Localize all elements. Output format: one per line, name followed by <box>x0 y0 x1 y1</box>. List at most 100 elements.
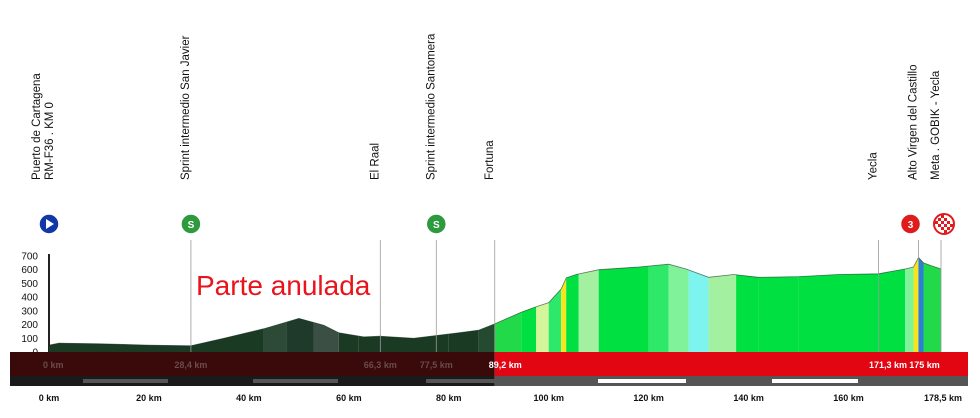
bar-scale-dark <box>10 376 495 386</box>
profile-segment <box>598 266 649 352</box>
marker-label: Alto Virgen del Castillo <box>908 65 920 181</box>
profile-segment <box>521 306 537 352</box>
marker-label: El Raal <box>369 143 381 180</box>
bar-scale-stripe <box>83 379 168 383</box>
marker-lines <box>190 240 942 352</box>
start-icon-arrow <box>46 219 54 229</box>
profile-segment <box>561 277 567 352</box>
sprint-icon-circle <box>425 213 448 235</box>
profile-segment <box>448 330 479 352</box>
distance-bar: 0 km 28,4 km 66,3 km 77,5 km 89,2 km 171,3 km… <box>10 352 968 386</box>
start-icon <box>38 213 60 235</box>
marker-label: Yecla <box>868 152 880 180</box>
finish-icon-check <box>950 224 953 227</box>
bar-scale-stripe <box>598 379 686 383</box>
finish-icon-check <box>938 224 941 227</box>
profile-segment <box>648 264 669 352</box>
profile-segment <box>263 322 287 352</box>
profile-segment <box>578 269 599 352</box>
profile-segment <box>478 323 495 352</box>
y-tick-label: 200 <box>21 320 38 331</box>
bar-km-label: 171,3 km <box>869 360 907 370</box>
profile-segment <box>358 334 449 352</box>
marker-label: RM-F36 . KM 0 <box>44 102 56 180</box>
elevation-profile <box>48 256 942 352</box>
finish-icon-check <box>944 230 947 233</box>
profile-segment <box>668 264 689 352</box>
marker-icons: S S 3 <box>38 213 955 235</box>
profile-segment <box>918 257 924 352</box>
bar-scale-grey <box>494 376 968 386</box>
bar-km-label: 28,4 km <box>174 360 207 370</box>
bar-scale-stripe <box>772 379 858 383</box>
profile-segment <box>708 274 737 352</box>
y-tick-label: 300 <box>21 306 38 317</box>
bar-km-label: 77,5 km <box>420 360 453 370</box>
bar-km-label: 0 km <box>43 360 64 370</box>
marker-label: Sprint intermedio Santomera <box>425 33 437 180</box>
finish-icon-check <box>941 215 944 218</box>
profile-segment <box>536 302 549 352</box>
finish-icon-check <box>944 224 947 227</box>
x-tick-label: 20 km <box>136 393 162 403</box>
x-axis: 0 km 20 km 40 km 60 km 80 km 100 km 120 km 140 … <box>39 393 962 403</box>
profile-segment <box>286 318 314 352</box>
x-tick-label: 160 km <box>833 393 864 403</box>
finish-icon-check <box>941 227 944 230</box>
sprint-icon: S <box>425 213 448 235</box>
profile-outline <box>48 256 942 347</box>
marker-label: Puerto de Cartagena <box>31 73 43 180</box>
profile-segment <box>494 312 522 352</box>
sprint-icon: S <box>180 213 202 235</box>
bar-cancelled <box>10 352 495 376</box>
profile-segment <box>49 328 264 352</box>
profile-segment <box>548 288 562 352</box>
marker-labels: Puerto de Cartagena RM-F36 . KM 0 Sprint i… <box>31 33 942 180</box>
finish-icon-check <box>935 221 938 224</box>
sprint-icon-circle <box>180 213 202 235</box>
y-tick-label: 100 <box>21 334 38 345</box>
x-tick-label: 120 km <box>633 393 664 403</box>
finish-icon-check <box>944 218 947 221</box>
profile-segment <box>758 276 799 352</box>
profile-segment <box>923 262 941 352</box>
climb-icon-category: 3 <box>908 220 914 231</box>
x-tick-label: 80 km <box>436 393 462 403</box>
y-tick-label: 700 <box>21 252 38 263</box>
y-tick-label: 400 <box>21 293 38 304</box>
climb-icon-circle <box>899 213 922 235</box>
marker-label: Fortuna <box>484 140 496 180</box>
x-tick-label: 140 km <box>733 393 764 403</box>
profile-segment <box>338 332 359 352</box>
x-tick-label: 0 km <box>39 393 60 403</box>
bar-scale-stripe <box>253 379 338 383</box>
profile-segment <box>736 274 759 352</box>
marker-label: Meta . GOBIK - Yecla <box>930 70 942 180</box>
profile-segment <box>798 269 905 352</box>
finish-icon <box>933 213 955 235</box>
cancelled-section-annotation: Parte anulada <box>196 270 371 301</box>
finish-icon-check <box>947 221 950 224</box>
climb-icon: 3 <box>899 213 922 235</box>
bar-km-label: 89,2 km <box>489 360 522 370</box>
x-tick-label: 60 km <box>336 393 362 403</box>
finish-icon-check <box>941 221 944 224</box>
profile-segment <box>913 257 919 352</box>
profile-segment <box>688 269 709 352</box>
bar-km-label: 175 km <box>909 360 940 370</box>
bar-scale-stripe <box>426 379 506 383</box>
finish-icon-check <box>938 218 941 221</box>
marker-label: Sprint intermedio San Javier <box>180 35 192 180</box>
finish-icon-check <box>947 227 950 230</box>
sprint-icon-letter: S <box>433 220 440 231</box>
x-tick-label: 100 km <box>533 393 564 403</box>
bar-km-label: 66,3 km <box>364 360 397 370</box>
x-tick-label: 178,5 km <box>924 393 962 403</box>
bar-active <box>494 352 968 376</box>
profile-segment <box>566 274 579 352</box>
y-tick-label: 600 <box>21 265 38 276</box>
x-tick-label: 40 km <box>236 393 262 403</box>
sprint-icon-letter: S <box>188 220 195 231</box>
